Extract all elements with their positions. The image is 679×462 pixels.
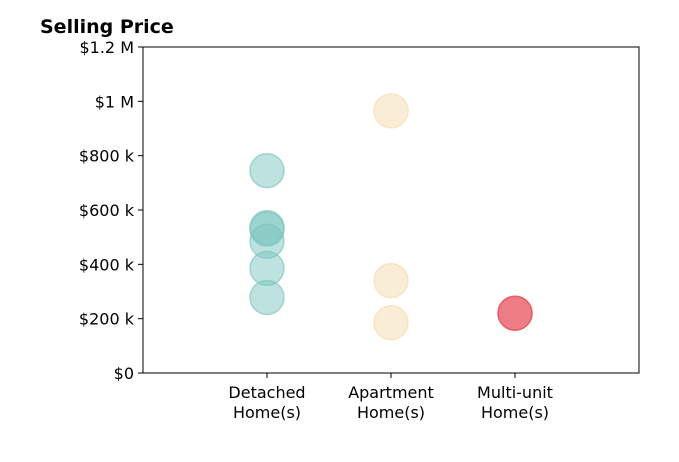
y-tick-label: $0 bbox=[114, 364, 134, 383]
y-tick-label: $1 M bbox=[95, 92, 134, 111]
chart-title: Selling Price bbox=[40, 16, 174, 38]
data-point bbox=[249, 279, 285, 316]
data-point bbox=[373, 262, 409, 299]
x-axis: Detached Home(s) Apartment Home(s) Multi-uni… bbox=[228, 373, 553, 422]
y-axis: $0 $200 k $400 k $600 k $800 k $1 M $1.2 M bbox=[79, 38, 143, 383]
y-tick-label: $1.2 M bbox=[79, 38, 134, 57]
data-point bbox=[373, 304, 409, 341]
data-point bbox=[373, 93, 409, 129]
x-tick-label: Apartment Home(s) bbox=[348, 383, 434, 422]
y-tick-label: $200 k bbox=[79, 310, 135, 329]
data-point bbox=[249, 152, 285, 189]
x-tick-label: Detached Home(s) bbox=[228, 383, 305, 422]
y-tick-label: $400 k bbox=[79, 255, 135, 274]
y-tick-label: $600 k bbox=[79, 201, 135, 220]
x-tick-label: Multi-unit Home(s) bbox=[477, 383, 553, 422]
data-point bbox=[497, 295, 533, 331]
y-tick-label: $800 k bbox=[79, 147, 135, 166]
chart-marks bbox=[249, 93, 533, 341]
